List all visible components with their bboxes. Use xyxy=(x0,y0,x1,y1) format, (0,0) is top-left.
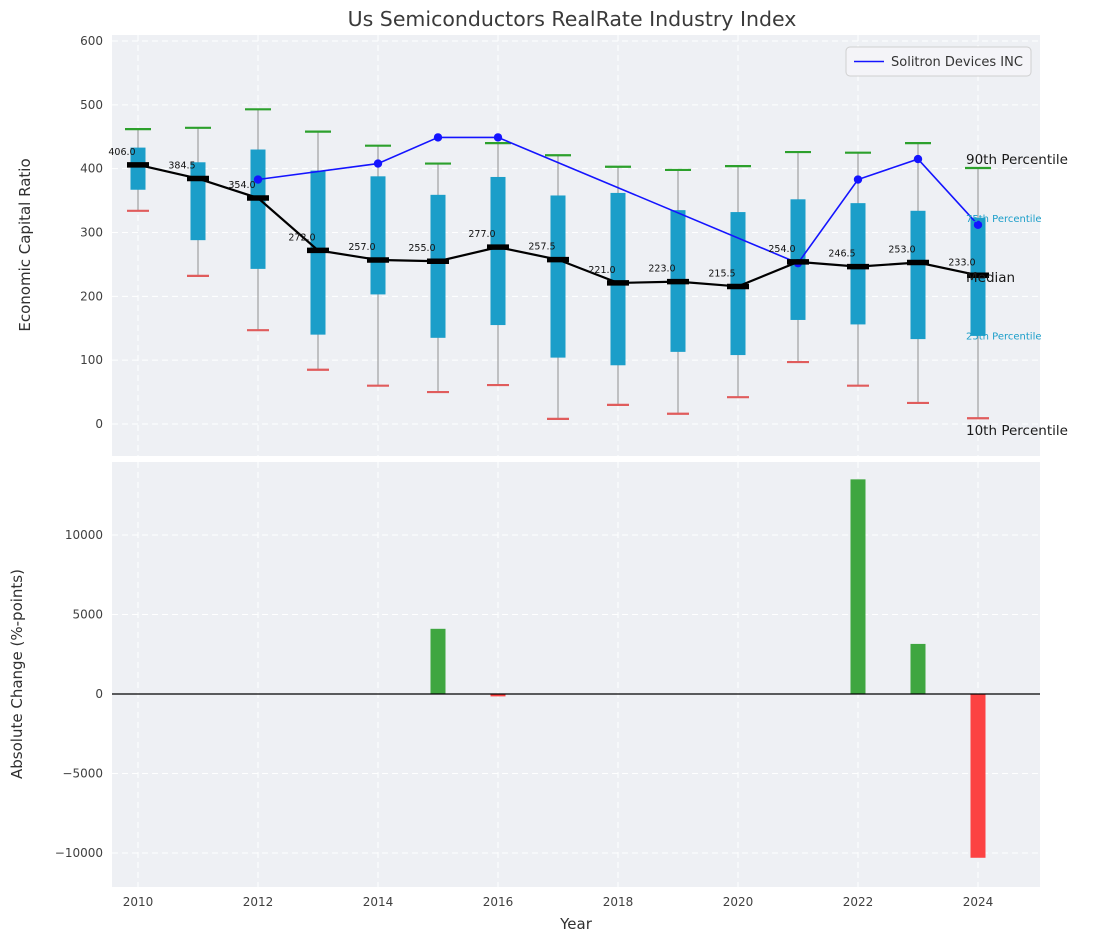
median-value-label: 253.0 xyxy=(888,245,915,256)
solitron-line xyxy=(257,136,979,265)
percentile-box xyxy=(730,212,746,356)
median-value-label: 233.0 xyxy=(948,257,975,268)
bottom-plot-background xyxy=(112,462,1040,887)
percentile-box xyxy=(490,176,506,326)
percentile-box xyxy=(370,176,386,295)
median-value-label: 223.0 xyxy=(648,264,675,275)
bottom-y-axis-label: Absolute Change (%-points) xyxy=(8,569,26,779)
x-tick-label: 2010 xyxy=(123,895,154,909)
legend: Solitron Devices INC xyxy=(845,46,1032,77)
x-tick-label: 2016 xyxy=(483,895,514,909)
chart-title: Us Semiconductors RealRate Industry Inde… xyxy=(348,7,797,31)
x-axis-label: Year xyxy=(559,915,593,933)
y-tick-label: 600 xyxy=(80,34,103,48)
x-tick-label: 2024 xyxy=(963,895,994,909)
change-bar xyxy=(850,479,866,694)
y-tick-label: 0 xyxy=(95,687,103,701)
percentile-box xyxy=(430,194,446,338)
change-bar xyxy=(910,643,926,694)
percentile-box xyxy=(190,162,206,241)
percentile-box xyxy=(250,149,266,269)
solitron-point xyxy=(913,154,923,164)
y-tick-label: 0 xyxy=(95,417,103,431)
y-tick-label: 400 xyxy=(80,162,103,176)
change-bar xyxy=(430,628,446,694)
percentile-box xyxy=(550,195,566,358)
median-value-label: 257.0 xyxy=(348,242,375,253)
percentile-annotation: 90th Percentile xyxy=(966,152,1068,168)
median-value-label: 272.0 xyxy=(288,232,315,243)
median-value-label: 221.0 xyxy=(588,265,615,276)
median-value-label: 406.0 xyxy=(108,147,135,158)
x-tick-label: 2014 xyxy=(363,895,394,909)
percentile-annotation: 75th Percentile xyxy=(966,214,1042,225)
solitron-point xyxy=(373,159,383,168)
x-tick-label: 2022 xyxy=(843,895,874,909)
median-value-label: 254.0 xyxy=(768,244,795,255)
median-value-label: 257.5 xyxy=(528,242,555,253)
median-value-label: 215.5 xyxy=(708,268,735,279)
median-value-label: 246.5 xyxy=(828,249,855,260)
y-tick-label: 100 xyxy=(80,353,103,367)
legend-box xyxy=(845,46,1032,77)
x-tick-label: 2018 xyxy=(603,895,634,909)
top-y-axis-label: Economic Capital Ratio xyxy=(16,158,34,331)
solitron-point xyxy=(433,133,443,142)
median-value-label: 255.0 xyxy=(408,243,435,254)
percentile-box xyxy=(850,203,866,325)
median-value-label: 354.0 xyxy=(228,180,255,191)
change-bar xyxy=(490,694,506,697)
solitron-point xyxy=(493,133,503,142)
percentile-box xyxy=(130,147,146,190)
plot-layer: 0 100 200 300 400 500 600 −10000 −5000 0 5000 10000… xyxy=(55,34,1068,909)
percentile-box xyxy=(910,210,926,340)
y-tick-label: 200 xyxy=(80,289,103,303)
x-tick-label: 2020 xyxy=(723,895,754,909)
y-tick-label: 500 xyxy=(80,98,103,112)
solitron-point xyxy=(853,175,863,184)
median-value-label: 384.5 xyxy=(168,161,195,172)
solitron-point xyxy=(973,220,983,230)
percentile-box xyxy=(610,192,626,366)
percentile-annotation: 25th Percentile xyxy=(966,332,1042,343)
solitron-point xyxy=(253,175,263,184)
y-tick-label: 10000 xyxy=(65,528,103,542)
x-tick-label: 2012 xyxy=(243,895,274,909)
y-tick-label: 5000 xyxy=(72,608,103,622)
y-tick-label: 300 xyxy=(80,226,103,240)
y-tick-label: −5000 xyxy=(62,767,103,781)
percentile-annotation: 10th Percentile xyxy=(966,423,1068,439)
y-tick-label: −10000 xyxy=(55,846,103,860)
median-value-label: 277.0 xyxy=(468,229,495,240)
percentile-annotation: Median xyxy=(966,270,1015,286)
legend-label: Solitron Devices INC xyxy=(891,55,1023,70)
change-bar xyxy=(970,694,986,858)
